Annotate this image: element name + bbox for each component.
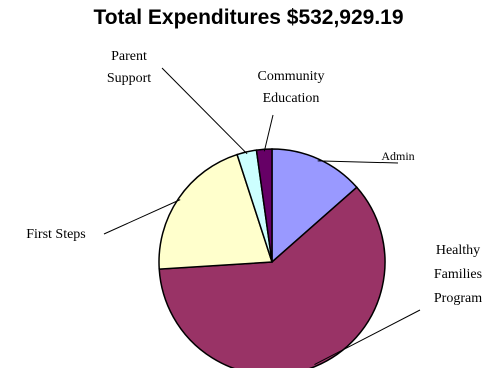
- leader-line-healthy-families-program: [314, 309, 421, 365]
- leader-lines: [103, 67, 421, 365]
- pie-slice-first-steps: [158, 153, 274, 270]
- slice-label-healthy-families-program: Healthy Families Program: [434, 243, 482, 306]
- slice-label-community-education: Community Education: [258, 69, 325, 106]
- pie-slices: [158, 148, 386, 368]
- slice-label-admin: Admin: [381, 149, 414, 163]
- leader-line-first-steps: [103, 199, 181, 235]
- leader-line-admin: [317, 160, 399, 164]
- pie-slice-healthy-families-program: [158, 186, 386, 368]
- chart-title: Total Expenditures $532,929.19: [93, 6, 404, 29]
- slice-label-parent-support: Parent Support: [107, 49, 151, 86]
- pie-slice-community-education: [255, 148, 273, 263]
- pie-slice-admin: [271, 148, 358, 264]
- leader-line-community-education: [263, 114, 274, 152]
- slice-label-first-steps: First Steps: [26, 227, 86, 242]
- slice-labels: Admin Healthy Families Program First Steps Pa…: [26, 49, 482, 306]
- leader-line-parent-support: [161, 67, 248, 155]
